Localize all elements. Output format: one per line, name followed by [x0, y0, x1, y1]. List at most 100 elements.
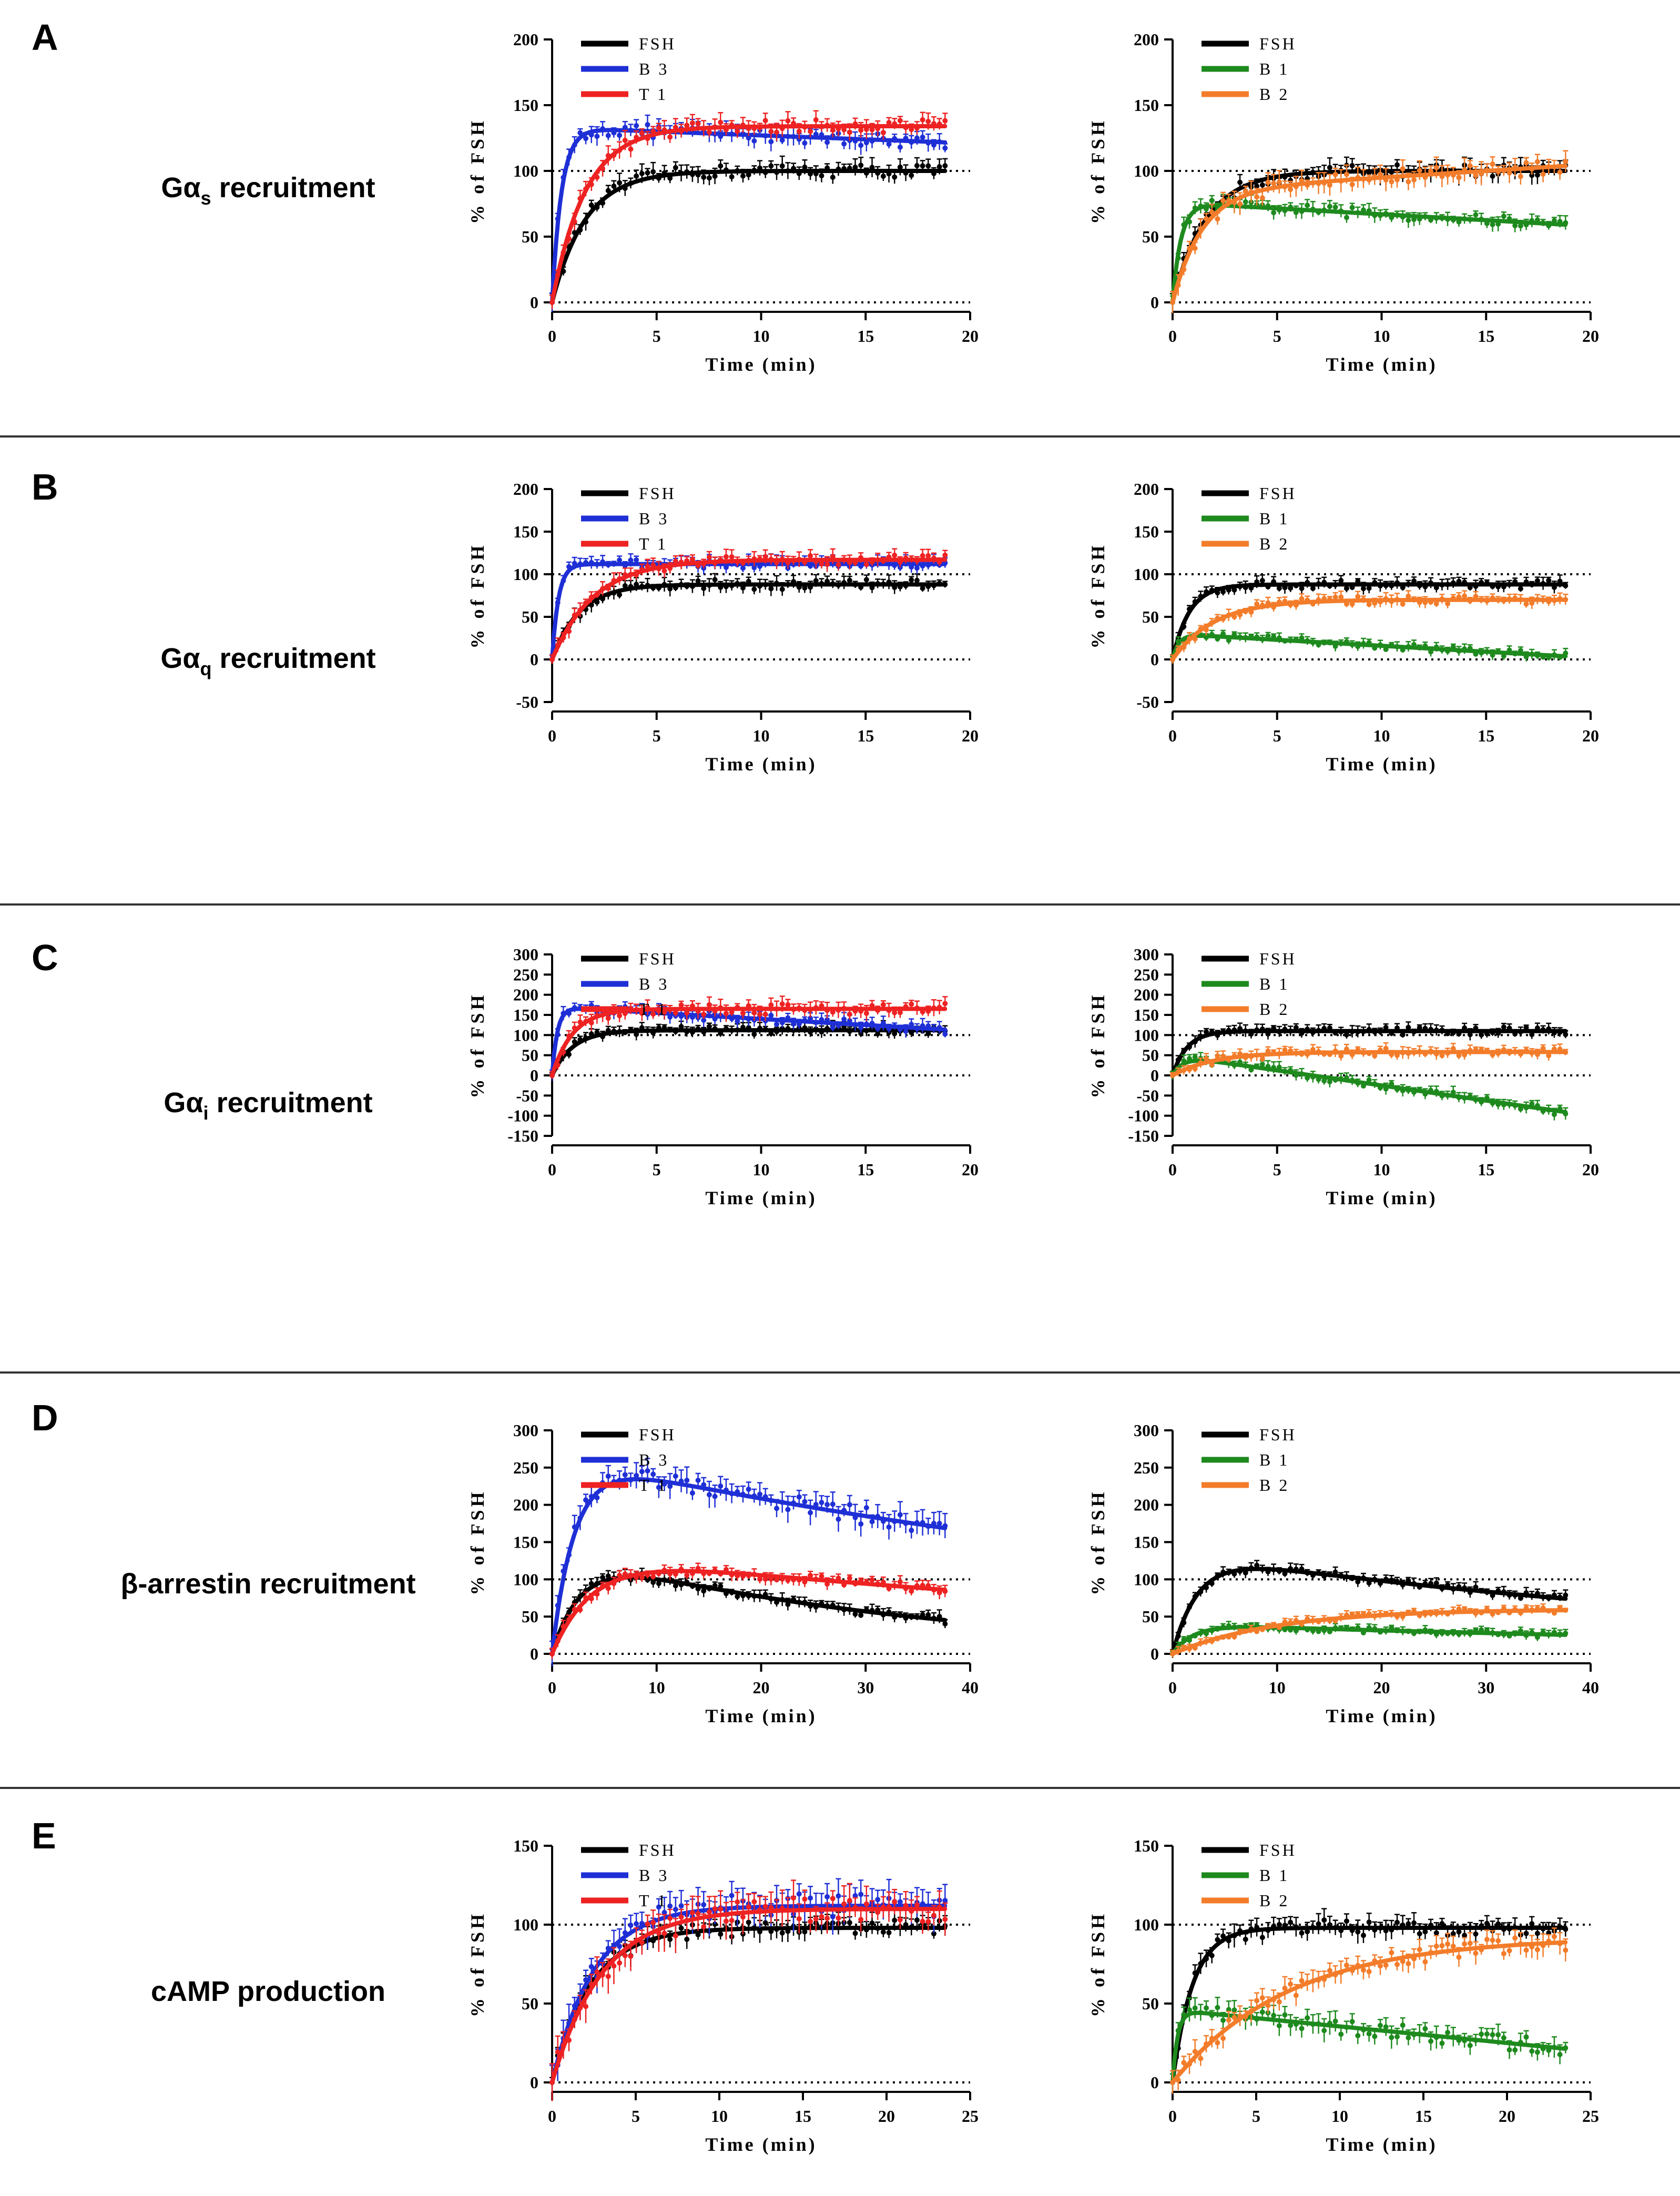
fit-curve: [550, 582, 948, 662]
data-point: [645, 170, 650, 176]
data-point: [628, 146, 634, 152]
data-point: [1366, 585, 1372, 591]
data-point: [757, 1491, 763, 1497]
data-point: [1557, 169, 1563, 175]
y-tick-label: 50: [1142, 1607, 1159, 1626]
x-tick-label: 0: [1168, 1160, 1177, 1179]
data-point: [1254, 1562, 1260, 1568]
data-point: [1215, 1053, 1220, 1059]
data-point: [1327, 182, 1332, 188]
data-point: [1209, 198, 1215, 204]
data-point: [1540, 1045, 1546, 1051]
data-point: [1462, 593, 1468, 599]
x-tick-label: 5: [653, 1160, 661, 1179]
fit-curve: [1170, 164, 1568, 304]
fit-curve: [1170, 1029, 1568, 1077]
data-point: [942, 1621, 948, 1627]
legend-label: B 3: [639, 974, 669, 993]
data-point: [1406, 218, 1411, 223]
x-tick-label: 20: [753, 1678, 770, 1697]
data-point: [869, 1577, 875, 1583]
y-tick-label: 50: [1142, 227, 1159, 246]
data-point: [762, 1011, 768, 1017]
y-tick-label: 100: [513, 1025, 538, 1044]
y-tick-label: 50: [522, 1607, 538, 1626]
series-b3: [549, 114, 948, 312]
series-b1: [1170, 1052, 1569, 1121]
legend-label: B 2: [1259, 534, 1289, 553]
y-tick-label: 200: [1134, 480, 1159, 499]
data-point: [808, 128, 813, 134]
series-t1: [549, 1562, 948, 1660]
data-point: [723, 1011, 729, 1016]
data-point: [847, 577, 852, 583]
x-tick-label: 0: [1168, 327, 1177, 345]
y-tick-label: -150: [507, 1126, 538, 1145]
y-tick-label: 100: [1134, 1025, 1159, 1044]
data-point: [942, 1001, 948, 1006]
series-b3: [549, 553, 948, 664]
legend-label: FSH: [1259, 949, 1297, 968]
data-point: [735, 1594, 740, 1600]
data-point: [914, 565, 920, 571]
data-point: [1490, 174, 1495, 179]
data-point: [830, 1025, 836, 1031]
data-point: [1366, 1077, 1372, 1083]
y-tick-label: 50: [522, 607, 538, 626]
data-point: [1349, 205, 1355, 210]
data-point: [1389, 179, 1394, 185]
data-point: [942, 1031, 948, 1037]
data-point: [1383, 1045, 1389, 1051]
data-point: [1276, 585, 1282, 591]
data-point: [684, 1572, 690, 1578]
data-point: [639, 170, 645, 176]
data-point: [617, 180, 623, 186]
data-point: [1282, 1047, 1288, 1053]
data-point: [701, 1018, 707, 1023]
data-point: [701, 175, 707, 180]
x-tick-label: 10: [648, 1678, 665, 1697]
data-point: [897, 144, 903, 150]
data-point: [762, 118, 768, 124]
data-point: [779, 163, 785, 169]
data-point: [1305, 202, 1310, 208]
x-tick-label: 20: [1582, 726, 1599, 745]
x-tick-label: 10: [1373, 1160, 1390, 1179]
data-point: [819, 173, 824, 179]
data-point: [1523, 601, 1529, 607]
x-tick-label: 5: [1273, 1160, 1281, 1179]
legend-label: B 1: [1259, 509, 1289, 528]
data-point: [594, 134, 600, 139]
data-point: [1215, 216, 1220, 222]
data-point: [583, 136, 589, 141]
data-point: [1411, 177, 1417, 182]
y-tick-label: 100: [513, 1570, 538, 1589]
data-point: [762, 1576, 768, 1582]
data-point: [1400, 1032, 1406, 1038]
x-tick-label: 20: [962, 327, 979, 345]
y-tick-label: 100: [513, 161, 538, 180]
data-point: [1355, 1579, 1361, 1584]
data-point: [813, 117, 819, 123]
panel-letter-D: D: [32, 1397, 58, 1438]
fit-curve: [550, 557, 948, 662]
chart-A-left: 0 50 100 150 200 0 5 10 15 20 Time (min) % of FSH FS…: [467, 30, 979, 375]
fit-curve: [550, 169, 948, 304]
y-tick-label: 150: [1134, 522, 1159, 541]
row-labels: Gαs recruitment Gαq recruitment Gαi recrui…: [120, 172, 415, 2007]
data-point: [712, 174, 718, 179]
data-point: [673, 1010, 678, 1015]
y-tick-label: 0: [1150, 1644, 1159, 1663]
data-point: [757, 1576, 763, 1582]
data-point: [847, 1011, 852, 1017]
data-point: [863, 562, 869, 567]
legend-label: B 3: [639, 59, 669, 78]
data-point: [1439, 1053, 1445, 1059]
data-point: [802, 140, 808, 146]
data-point: [925, 1612, 931, 1618]
data-point: [1288, 585, 1294, 591]
data-point: [684, 1010, 690, 1016]
data-point: [779, 586, 785, 592]
data-point: [1237, 201, 1243, 207]
data-point: [852, 164, 858, 170]
